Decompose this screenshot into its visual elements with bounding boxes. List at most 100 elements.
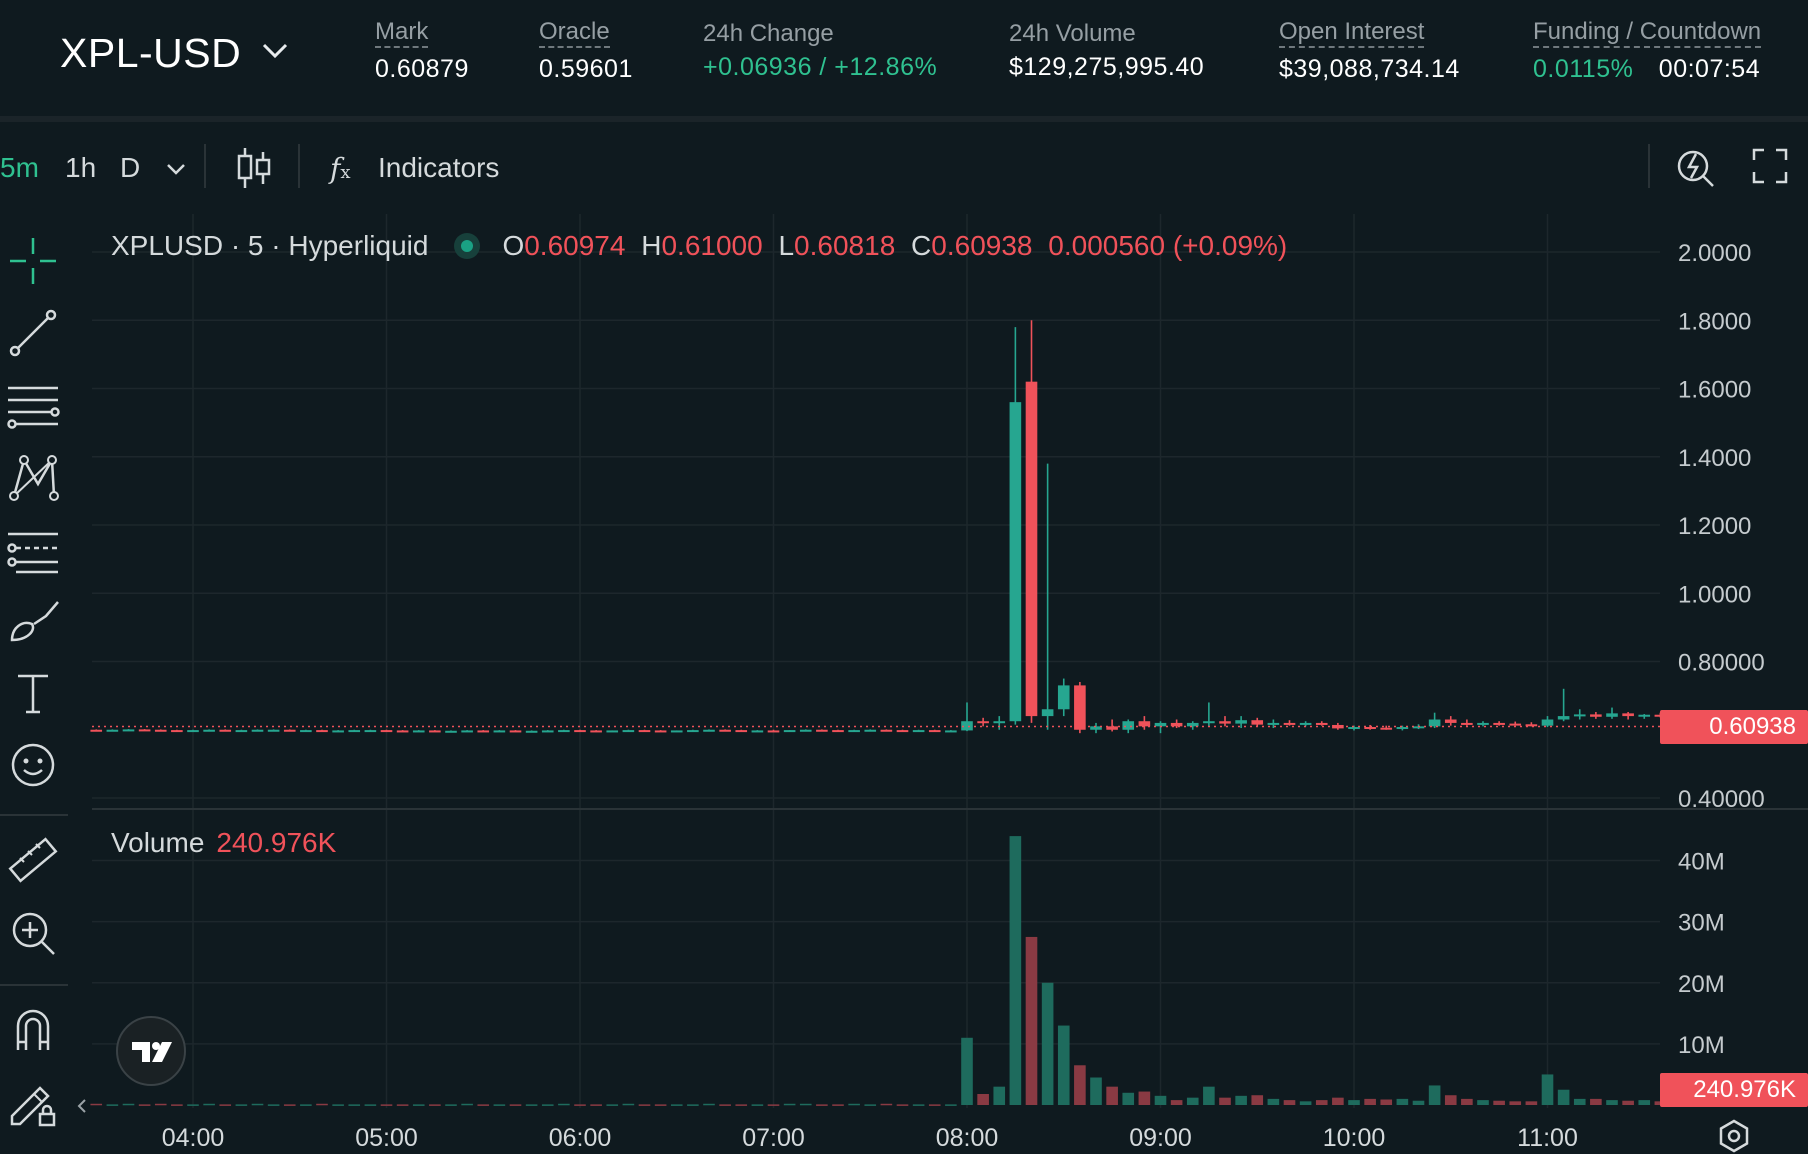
candle-body bbox=[1557, 716, 1570, 720]
interval-1h-button[interactable]: 1h bbox=[65, 152, 97, 183]
close-value: 0.60938 bbox=[931, 230, 1033, 261]
horizontal-lines-icon[interactable] bbox=[6, 378, 60, 432]
toolbar-divider bbox=[0, 814, 68, 816]
candle-body bbox=[1396, 727, 1409, 730]
candle-body bbox=[106, 729, 119, 732]
volume-bar bbox=[912, 1104, 925, 1106]
volume-bar bbox=[1090, 1077, 1102, 1105]
candle-body bbox=[187, 730, 199, 733]
ruler-icon[interactable] bbox=[6, 834, 60, 888]
stat-label[interactable]: Open Interest bbox=[1279, 18, 1425, 48]
volume-bar bbox=[90, 1103, 103, 1106]
candle-body bbox=[477, 730, 490, 733]
pattern-icon[interactable] bbox=[6, 450, 60, 504]
volume-value: 240.976K bbox=[216, 827, 337, 858]
stat-label[interactable]: Funding / Countdown bbox=[1533, 18, 1762, 48]
price-tick-label: 1.4000 bbox=[1678, 445, 1751, 472]
candle-body bbox=[1186, 722, 1199, 727]
volume-bar bbox=[1267, 1098, 1280, 1105]
volume-bar bbox=[687, 1104, 699, 1106]
price-chart[interactable]: 04:00 05:00 06:00 07:00 08:00 09:00 10:00 11:00… bbox=[0, 214, 1808, 1154]
candle-body bbox=[1074, 685, 1086, 730]
text-icon[interactable] bbox=[6, 666, 60, 720]
volume-bar bbox=[1444, 1095, 1457, 1105]
candle-body bbox=[1170, 722, 1183, 727]
candle-body bbox=[751, 730, 764, 733]
drawing-toolbar bbox=[0, 214, 70, 1154]
stat-label[interactable]: Mark bbox=[375, 18, 429, 48]
candle-body bbox=[606, 730, 619, 733]
volume-bar bbox=[1509, 1101, 1522, 1105]
volume-bar bbox=[445, 1104, 457, 1106]
candle-body bbox=[977, 721, 989, 724]
candle-body bbox=[574, 730, 586, 733]
last-volume-tag: 240.976K bbox=[1660, 1073, 1808, 1107]
candle-body bbox=[719, 729, 731, 732]
volume-bar bbox=[187, 1104, 199, 1106]
interval-5m-button[interactable]: 5m bbox=[0, 152, 39, 183]
settings-icon[interactable] bbox=[1716, 1118, 1752, 1154]
candle-body bbox=[1541, 719, 1554, 726]
candle-body bbox=[864, 729, 877, 732]
candle-body bbox=[1251, 720, 1264, 725]
candle-body bbox=[122, 729, 135, 732]
price-tick-label: 0.80000 bbox=[1678, 650, 1765, 677]
candle-body bbox=[171, 730, 183, 733]
volume-bar bbox=[235, 1104, 248, 1106]
volume-bar bbox=[1622, 1100, 1634, 1105]
candle-body bbox=[251, 729, 264, 732]
volume-bar bbox=[1025, 936, 1038, 1105]
candle-body bbox=[348, 730, 361, 733]
indicators-button[interactable]: Indicators bbox=[378, 152, 500, 183]
volume-bar bbox=[654, 1104, 667, 1106]
candles-icon[interactable] bbox=[236, 146, 272, 190]
candle-body bbox=[816, 729, 828, 732]
magnet-icon[interactable] bbox=[6, 1002, 60, 1056]
brush-icon[interactable] bbox=[6, 594, 60, 648]
lock-drawing-icon[interactable] bbox=[6, 1074, 60, 1128]
candle-body bbox=[945, 730, 957, 733]
candle-body bbox=[1235, 720, 1247, 724]
volume-bar bbox=[816, 1104, 828, 1106]
candle-body bbox=[1493, 722, 1505, 725]
volume-label[interactable]: Volume bbox=[111, 827, 205, 858]
stat-label: 24h Change bbox=[703, 20, 834, 47]
chevron-down-icon[interactable] bbox=[262, 42, 288, 60]
tradingview-logo[interactable] bbox=[116, 1016, 186, 1086]
volume-bar bbox=[1606, 1100, 1618, 1105]
candle-body bbox=[203, 729, 215, 732]
zoom-in-icon[interactable] bbox=[6, 906, 60, 960]
symbol-label[interactable]: XPLUSD · 5 · Hyperliquid bbox=[111, 230, 429, 261]
candle-body bbox=[1477, 722, 1489, 725]
trend-line-icon[interactable] bbox=[6, 306, 60, 360]
volume-tick-label: 20M bbox=[1678, 971, 1725, 998]
volume-bar bbox=[1203, 1086, 1215, 1105]
stat-funding: Funding / Countdown 0.0115% 00:07:54 bbox=[1533, 18, 1762, 84]
volume-bar bbox=[1041, 982, 1054, 1105]
volume-bar bbox=[316, 1103, 328, 1106]
candle-body bbox=[541, 730, 554, 733]
volume-bar bbox=[1332, 1097, 1344, 1105]
forecast-icon[interactable] bbox=[6, 522, 60, 576]
chevron-left-icon[interactable] bbox=[74, 1098, 90, 1114]
market-selector-label[interactable]: XPL-USD bbox=[60, 30, 242, 76]
chevron-down-icon[interactable] bbox=[166, 162, 186, 176]
stat-value: $39,088,734.14 bbox=[1279, 55, 1460, 83]
candle-body bbox=[1509, 723, 1522, 726]
interval-d-button[interactable]: D bbox=[120, 152, 141, 183]
quick-search-icon[interactable] bbox=[1676, 144, 1716, 188]
candle-body bbox=[687, 730, 699, 733]
volume-bar bbox=[590, 1104, 602, 1106]
candle-body bbox=[832, 730, 844, 733]
chart-axes: 04:00 05:00 06:00 07:00 08:00 09:00 10:00 11:00… bbox=[92, 240, 1808, 1152]
candle-body bbox=[1283, 722, 1296, 725]
stat-label[interactable]: Oracle bbox=[539, 18, 610, 48]
crosshair-icon[interactable] bbox=[6, 234, 60, 288]
emoji-icon[interactable] bbox=[6, 738, 60, 792]
candle-body bbox=[138, 729, 151, 732]
candle-body bbox=[1267, 722, 1280, 725]
volume-bar bbox=[138, 1104, 151, 1106]
fullscreen-icon[interactable] bbox=[1752, 148, 1788, 184]
candle-body bbox=[670, 730, 683, 733]
fx-icon[interactable]: fx bbox=[330, 152, 351, 185]
